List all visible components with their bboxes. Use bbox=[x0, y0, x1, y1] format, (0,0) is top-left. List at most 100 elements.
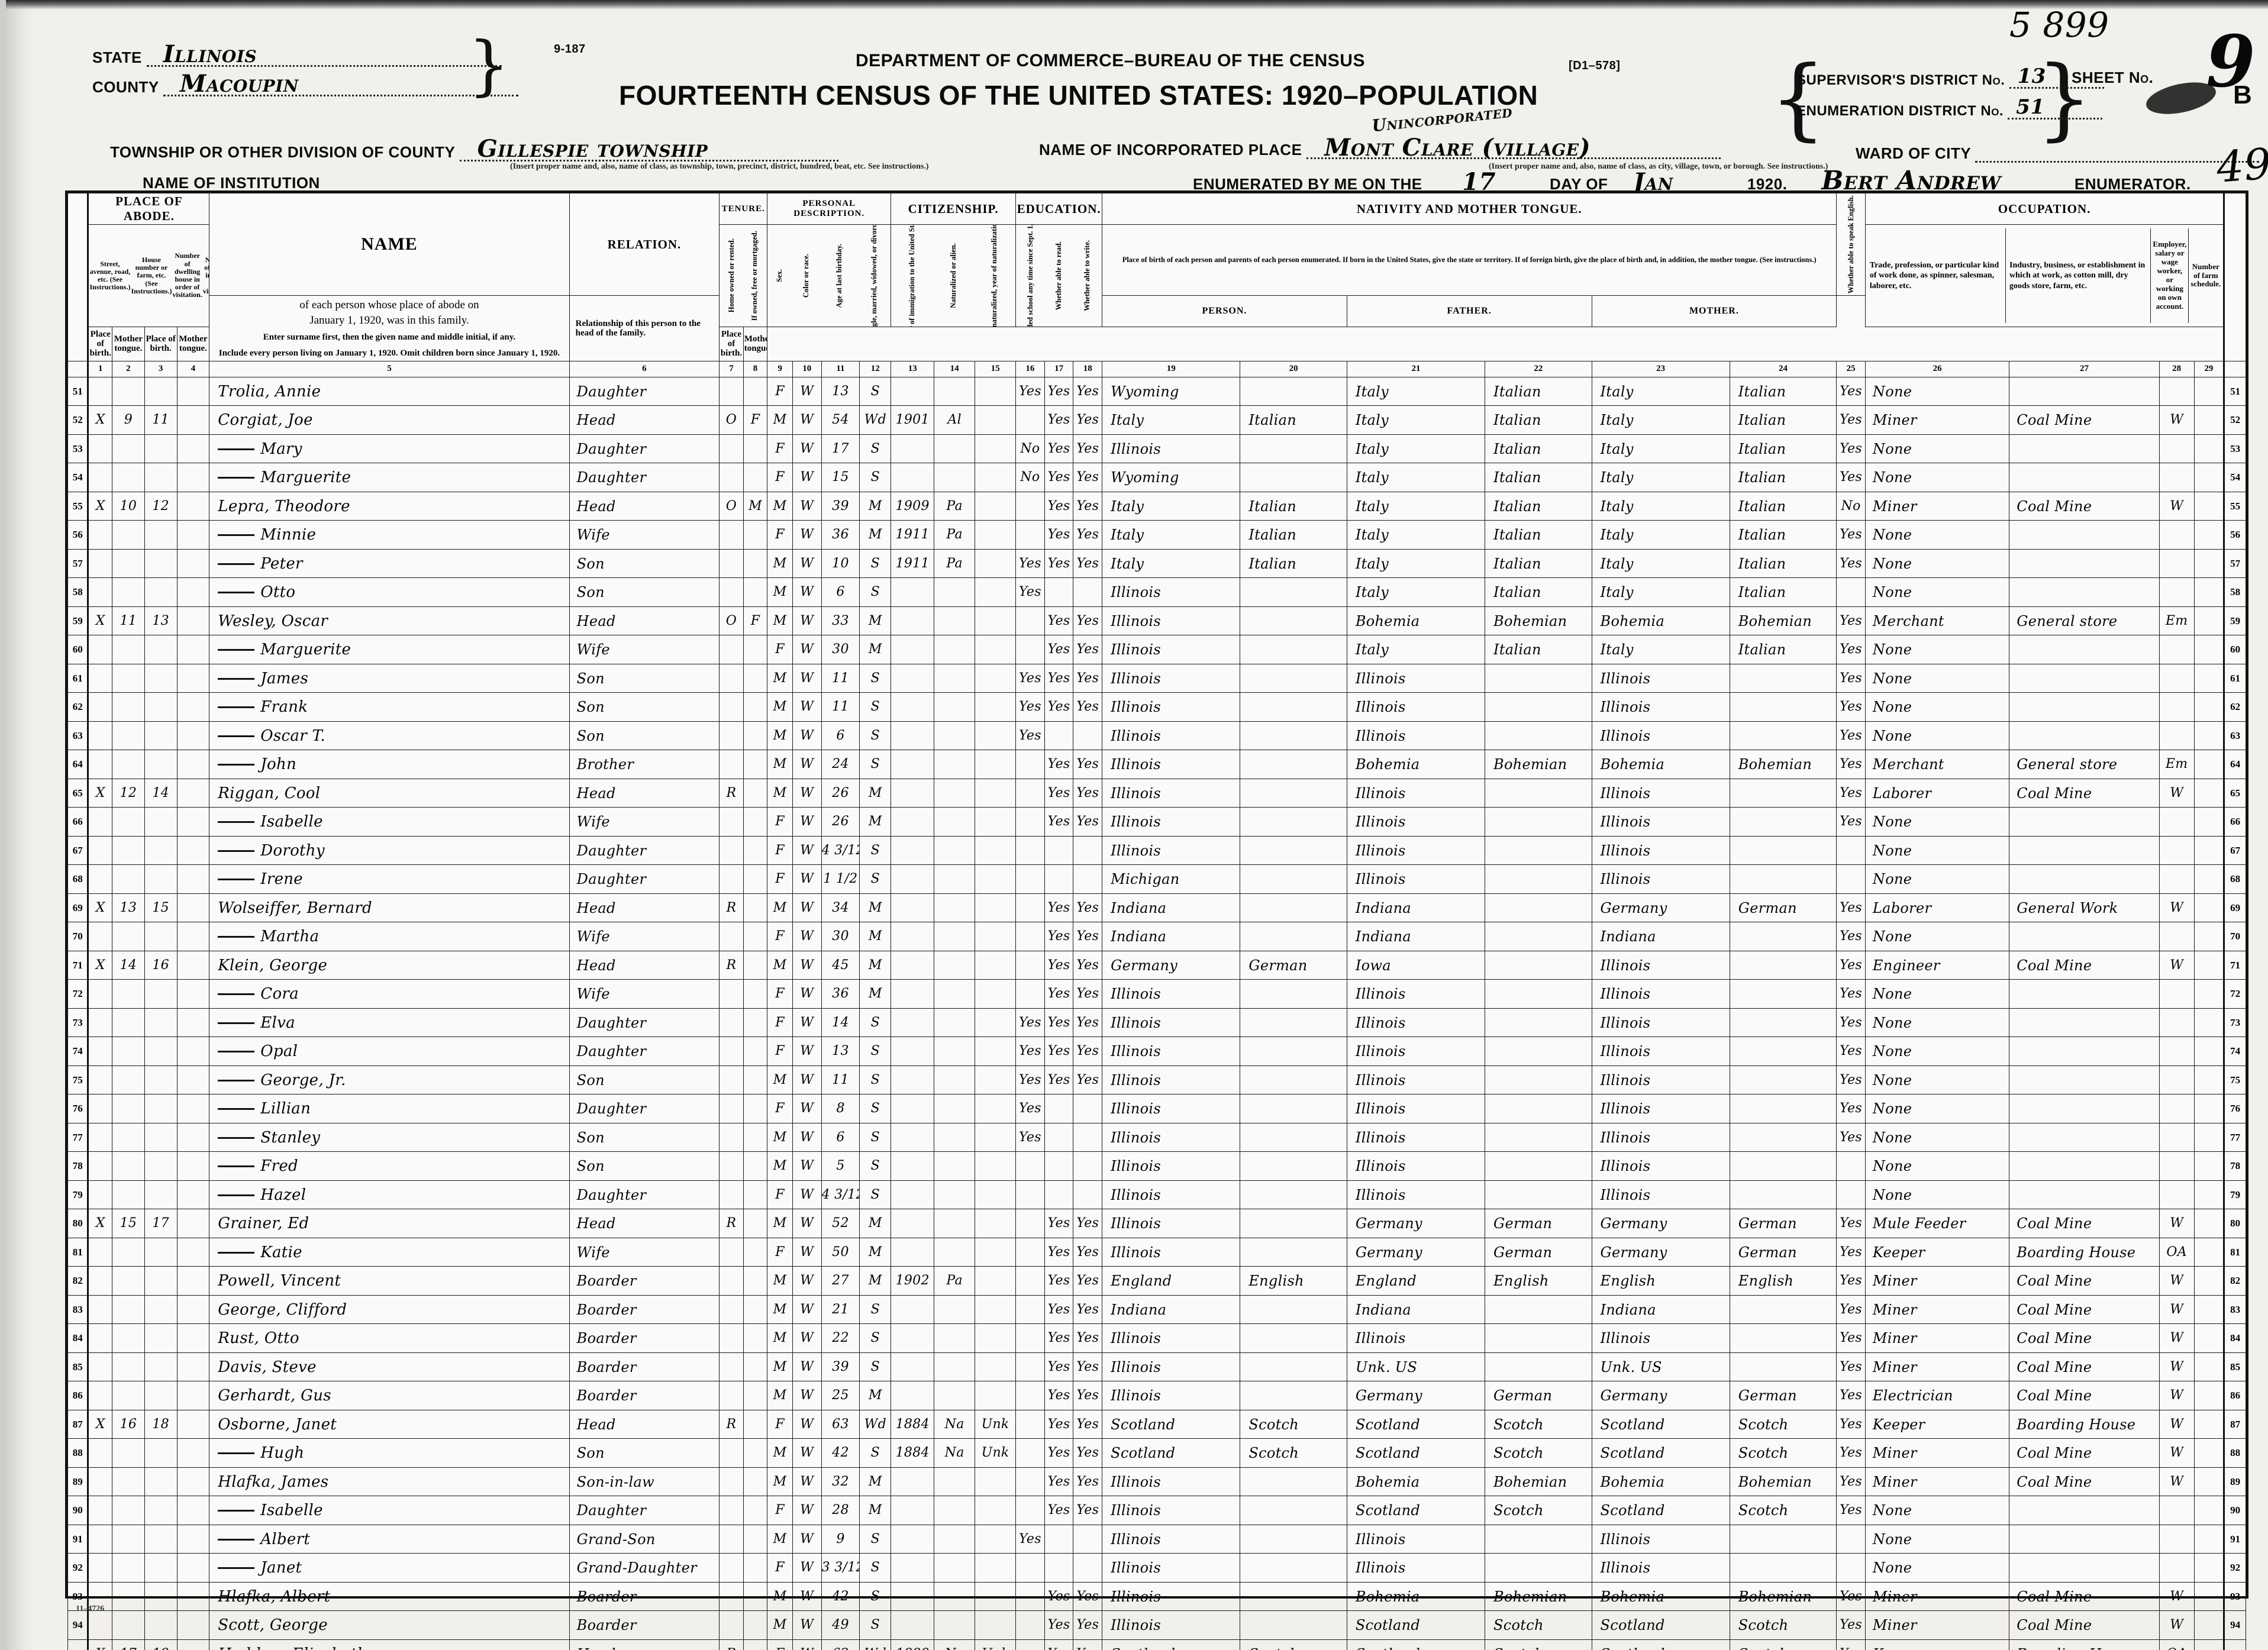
cell-col4-family[interactable] bbox=[176, 692, 210, 722]
cell-col2-house[interactable] bbox=[112, 1094, 145, 1123]
cell-col26-trade[interactable]: Engineer bbox=[1864, 950, 2010, 980]
cell-col17-read[interactable]: Yes bbox=[1044, 1037, 1074, 1066]
cell-col27-industry[interactable]: Coal Mine bbox=[2009, 1381, 2160, 1410]
cell-col6-relation[interactable]: Daughter bbox=[569, 463, 720, 492]
cell-col1-street[interactable] bbox=[88, 1266, 113, 1296]
cell-col24-mother-mother-tongue[interactable]: English bbox=[1729, 1266, 1837, 1296]
cell-col23-mother-birthplace[interactable]: Italy bbox=[1591, 635, 1730, 664]
cell-col5-name[interactable]: Minnie bbox=[209, 520, 570, 550]
cell-col15-naturalization-year[interactable] bbox=[975, 1323, 1017, 1353]
cell-col15-naturalization-year[interactable] bbox=[975, 1094, 1017, 1123]
cell-col13-immigration-year[interactable] bbox=[891, 434, 935, 464]
cell-col8-mortgage[interactable] bbox=[743, 1294, 768, 1325]
cell-col13-immigration-year[interactable] bbox=[891, 922, 935, 951]
cell-col19-person-birthplace[interactable]: Indiana bbox=[1102, 1294, 1241, 1325]
cell-col20-person-mother-tongue[interactable] bbox=[1240, 1008, 1347, 1038]
cell-col25-speaks-english[interactable]: Yes bbox=[1836, 1352, 1866, 1382]
cell-col6-relation[interactable]: Boarder bbox=[569, 1352, 720, 1382]
row-line-number-right[interactable]: 86 bbox=[2223, 1381, 2246, 1410]
cell-col5-name[interactable]: Cora bbox=[209, 979, 570, 1009]
row-line-number-left[interactable]: 68 bbox=[67, 864, 89, 894]
cell-col2-house[interactable]: 12 bbox=[112, 778, 145, 808]
cell-col19-person-birthplace[interactable]: Scotland bbox=[1102, 1639, 1241, 1650]
cell-col25-speaks-english[interactable]: Yes bbox=[1836, 1065, 1866, 1095]
cell-col23-mother-birthplace[interactable]: Illinois bbox=[1591, 1524, 1730, 1554]
cell-col2-house[interactable] bbox=[112, 1065, 145, 1095]
cell-col15-naturalization-year[interactable]: Unk bbox=[975, 1639, 1017, 1650]
cell-col14-naturalized[interactable] bbox=[934, 1180, 976, 1210]
table-row[interactable]: 53 Mary Daughter F W 17 S No Yes Yes Illinois Italy… bbox=[67, 434, 2246, 464]
cell-col13-immigration-year[interactable] bbox=[891, 1209, 935, 1238]
cell-col14-naturalized[interactable] bbox=[934, 463, 976, 492]
cell-col6-relation[interactable]: Head bbox=[569, 606, 720, 636]
cell-col15-naturalization-year[interactable] bbox=[975, 1524, 1017, 1554]
cell-col3-dwelling[interactable]: 16 bbox=[144, 950, 178, 980]
table-row[interactable]: 66 Isabelle Wife F W 26 M Yes Yes Illinois Illinoi… bbox=[67, 807, 2246, 837]
cell-col4-family[interactable] bbox=[176, 1294, 210, 1325]
cell-col10-race[interactable]: W bbox=[792, 1409, 822, 1439]
cell-col19-person-birthplace[interactable]: Scotland bbox=[1102, 1438, 1241, 1468]
cell-col5-name[interactable]: Elva bbox=[209, 1008, 570, 1038]
table-row[interactable]: 89 Hlafka, James Son-in-law M W 32 M Yes Yes Illi… bbox=[67, 1467, 2246, 1497]
cell-col2-house[interactable] bbox=[112, 922, 145, 951]
cell-col3-dwelling[interactable] bbox=[144, 1266, 178, 1296]
cell-col14-naturalized[interactable] bbox=[934, 1037, 976, 1066]
cell-col20-person-mother-tongue[interactable] bbox=[1240, 635, 1347, 664]
cell-col5-name[interactable]: Otto bbox=[209, 577, 570, 607]
cell-col8-mortgage[interactable] bbox=[743, 434, 768, 464]
cell-col20-person-mother-tongue[interactable] bbox=[1240, 1294, 1347, 1325]
cell-col24-mother-mother-tongue[interactable]: Italian bbox=[1729, 491, 1837, 521]
cell-col23-mother-birthplace[interactable]: Illinois bbox=[1591, 1122, 1730, 1152]
cell-col9-sex[interactable]: M bbox=[767, 1122, 793, 1152]
cell-col27-industry[interactable] bbox=[2009, 807, 2160, 837]
cell-col10-race[interactable]: W bbox=[792, 835, 822, 866]
cell-col7-tenure[interactable] bbox=[719, 750, 744, 779]
cell-col16-school[interactable]: Yes bbox=[1015, 1524, 1045, 1554]
table-row[interactable]: 60 Marguerite Wife F W 30 M Yes Yes Illinois Italy… bbox=[67, 635, 2246, 664]
cell-col21-father-birthplace[interactable]: Illinois bbox=[1346, 663, 1486, 693]
cell-col13-immigration-year[interactable] bbox=[891, 750, 935, 779]
cell-col27-industry[interactable] bbox=[2009, 577, 2160, 607]
cell-col27-industry[interactable]: Boarding House bbox=[2009, 1639, 2160, 1650]
cell-col27-industry[interactable]: Coal Mine bbox=[2009, 405, 2160, 435]
cell-col21-father-birthplace[interactable]: Illinois bbox=[1346, 807, 1486, 837]
cell-col28-employer-class[interactable]: W bbox=[2159, 893, 2195, 923]
cell-col6-relation[interactable]: Daughter bbox=[569, 1037, 720, 1066]
cell-col1-street[interactable] bbox=[88, 1524, 113, 1554]
cell-col9-sex[interactable]: F bbox=[767, 1037, 793, 1066]
cell-col4-family[interactable] bbox=[176, 1610, 210, 1640]
row-line-number-left[interactable]: 93 bbox=[67, 1581, 89, 1612]
cell-col28-employer-class[interactable] bbox=[2159, 721, 2195, 751]
cell-col24-mother-mother-tongue[interactable] bbox=[1729, 835, 1837, 866]
cell-col12-marital[interactable]: S bbox=[859, 750, 892, 779]
cell-col17-read[interactable]: Yes bbox=[1044, 491, 1074, 521]
cell-col2-house[interactable] bbox=[112, 548, 145, 579]
cell-col22-father-mother-tongue[interactable]: Italian bbox=[1485, 434, 1592, 464]
cell-col20-person-mother-tongue[interactable] bbox=[1240, 1467, 1347, 1497]
cell-col9-sex[interactable]: F bbox=[767, 1180, 793, 1210]
cell-col11-age[interactable]: 28 bbox=[821, 1496, 860, 1525]
cell-col6-relation[interactable]: Son-in-law bbox=[569, 1467, 720, 1497]
cell-col20-person-mother-tongue[interactable] bbox=[1240, 434, 1347, 464]
cell-col16-school[interactable] bbox=[1015, 1610, 1045, 1640]
cell-col8-mortgage[interactable]: F bbox=[743, 606, 768, 636]
cell-col14-naturalized[interactable] bbox=[934, 1610, 976, 1640]
cell-col18-write[interactable]: Yes bbox=[1073, 1381, 1103, 1410]
cell-col9-sex[interactable]: M bbox=[767, 577, 793, 607]
cell-col6-relation[interactable]: Son bbox=[569, 663, 720, 693]
cell-col19-person-birthplace[interactable]: Illinois bbox=[1102, 835, 1241, 866]
cell-col3-dwelling[interactable] bbox=[144, 1496, 178, 1525]
row-line-number-right[interactable]: 77 bbox=[2223, 1122, 2246, 1152]
cell-col24-mother-mother-tongue[interactable]: Italian bbox=[1729, 405, 1837, 435]
cell-col13-immigration-year[interactable]: 1911 bbox=[891, 548, 935, 579]
cell-col9-sex[interactable]: M bbox=[767, 1467, 793, 1497]
cell-col8-mortgage[interactable] bbox=[743, 1180, 768, 1210]
cell-col5-name[interactable]: Rust, Otto bbox=[209, 1323, 570, 1353]
cell-col19-person-birthplace[interactable]: Illinois bbox=[1102, 1237, 1241, 1267]
cell-col11-age[interactable]: 6 bbox=[821, 577, 860, 607]
cell-col27-industry[interactable] bbox=[2009, 1524, 2160, 1554]
cell-col12-marital[interactable]: S bbox=[859, 864, 892, 894]
cell-col10-race[interactable]: W bbox=[792, 1180, 822, 1210]
cell-col6-relation[interactable]: Head bbox=[569, 1639, 720, 1650]
cell-col26-trade[interactable]: None bbox=[1864, 1065, 2010, 1095]
